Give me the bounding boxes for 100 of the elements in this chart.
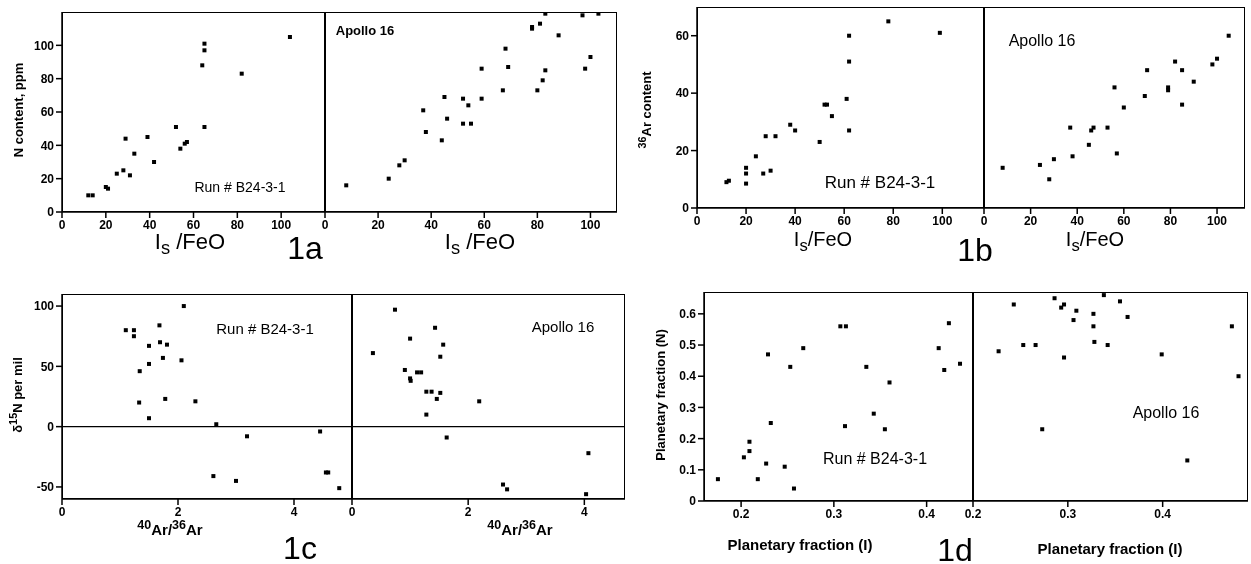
x-tick-label: 0 [58, 217, 66, 232]
x-tick-label: 100 [932, 213, 953, 228]
point [583, 66, 588, 71]
point [439, 138, 444, 143]
point [445, 116, 450, 121]
point [715, 477, 720, 482]
point [479, 96, 484, 101]
point [503, 46, 508, 51]
point [844, 96, 849, 101]
point [766, 352, 770, 357]
x-axis-title: I$_{s}$/FeO [1065, 228, 1125, 256]
point [782, 464, 787, 469]
point [584, 492, 589, 497]
point [946, 321, 951, 326]
point [127, 173, 132, 178]
point [1092, 339, 1097, 344]
point [887, 380, 892, 385]
x-axis-title: $^{40}$Ar/$^{36}$Ar [487, 518, 553, 538]
point [1159, 352, 1164, 357]
point [433, 325, 438, 330]
point [506, 65, 511, 69]
point [1229, 324, 1234, 329]
y-tick-label: 80 [40, 71, 55, 86]
point [392, 307, 397, 312]
point [500, 88, 505, 93]
point [442, 95, 447, 99]
x-axis-title: I$_{s}$/FeO [793, 228, 853, 256]
x-tick-label: 0 [348, 504, 356, 519]
point [1173, 59, 1178, 64]
x-tick-label: 100 [580, 217, 601, 232]
x-tick-label: 20 [739, 213, 754, 228]
point [1062, 355, 1067, 360]
point [540, 78, 545, 83]
annotation: Apollo 16 [531, 317, 595, 335]
x-tick-label: 0 [58, 504, 66, 519]
point [847, 128, 852, 133]
point [942, 367, 947, 372]
point [424, 412, 429, 417]
point [1105, 343, 1110, 348]
y-tick-label: 0 [682, 201, 690, 216]
point [1185, 458, 1190, 463]
point [1068, 125, 1073, 130]
annotation: Apollo 16 [1132, 404, 1200, 422]
x-tick-label: 40 [424, 217, 439, 232]
x-tick-label: 0.4 [918, 506, 936, 521]
point [337, 486, 342, 491]
point [773, 134, 778, 139]
point [1086, 142, 1091, 147]
x-tick-label: 0.3 [825, 506, 843, 521]
point [147, 343, 151, 348]
y-tick-label: 0.2 [679, 431, 697, 446]
y-tick-label: 20 [675, 143, 690, 158]
point [1121, 105, 1126, 110]
point [163, 396, 168, 401]
point [1091, 311, 1096, 316]
y-tick-label: 40 [675, 86, 690, 101]
x-tick-label: 80 [886, 213, 901, 228]
y-tick-label: 20 [40, 171, 55, 186]
annotation: Run # B24-3-1 [194, 179, 286, 195]
point [370, 351, 375, 356]
point [801, 346, 806, 351]
point [234, 478, 238, 483]
y-axis-title: Planetary fraction (N) [652, 329, 668, 461]
point [1236, 374, 1241, 379]
point [791, 486, 796, 491]
point [1037, 162, 1042, 167]
point [202, 48, 207, 53]
point [415, 370, 420, 375]
point [214, 422, 219, 427]
point [937, 30, 942, 35]
point [202, 41, 207, 46]
y-tick-label: 0 [689, 494, 697, 509]
point [469, 121, 473, 126]
x-tick-label: 60 [1117, 213, 1131, 228]
point [1180, 68, 1185, 73]
point [131, 328, 136, 333]
point [1226, 33, 1231, 38]
point [755, 477, 760, 482]
point [477, 399, 482, 404]
text: 1a [287, 229, 323, 267]
point [871, 411, 876, 416]
x-tick-label: 20 [371, 217, 386, 232]
x-tick-label: 100 [271, 217, 292, 232]
point [200, 63, 205, 68]
point [402, 158, 407, 163]
point [402, 367, 407, 372]
point [747, 439, 752, 444]
point [178, 146, 183, 151]
point [423, 130, 428, 134]
x-tick-label: 0 [980, 213, 988, 228]
y-tick-label: 60 [675, 28, 690, 43]
annotation: Run # B24-3-1 [822, 450, 928, 468]
point [847, 33, 852, 38]
point [882, 427, 887, 432]
point [793, 128, 798, 133]
y-tick-label: 100 [33, 38, 55, 53]
x-tick-label: 0 [321, 217, 329, 232]
point [157, 323, 162, 328]
x-axis-title: $^{40}$Ar/$^{36}$Ar [137, 518, 203, 538]
text: 1c [283, 529, 317, 564]
